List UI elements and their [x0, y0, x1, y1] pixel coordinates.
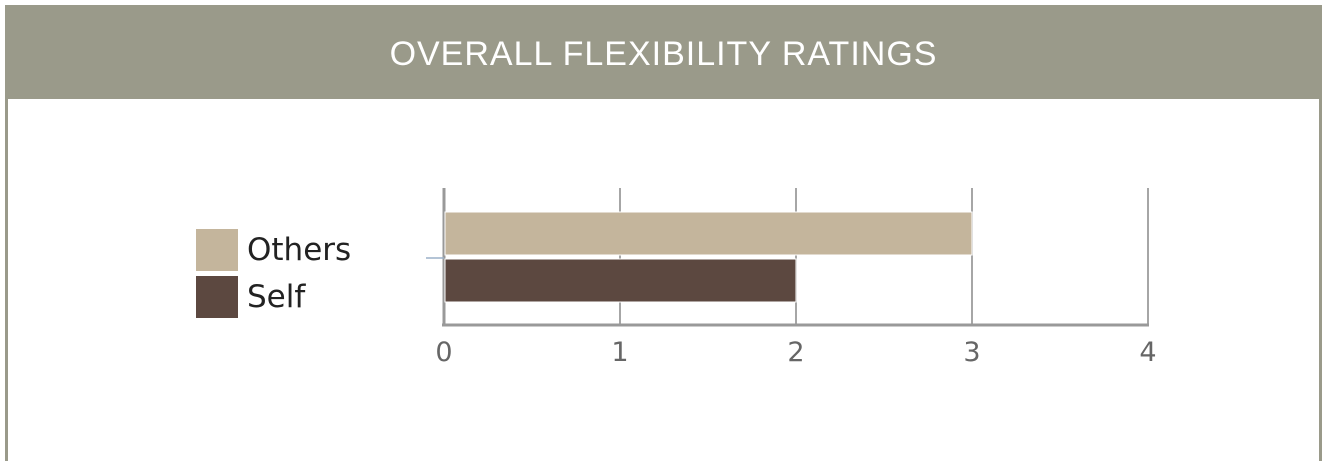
legend-swatch-self: [196, 276, 238, 318]
x-tick-label-1: 1: [611, 337, 628, 368]
legend-label-others: Others: [247, 232, 351, 268]
chart-title: OVERALL FLEXIBILITY RATINGS: [389, 34, 938, 73]
bar-self: [444, 258, 797, 303]
x-tick-label-0: 0: [435, 337, 452, 368]
legend-swatch-others: [196, 229, 238, 271]
legend-label-self: Self: [247, 279, 306, 315]
x-tick-label-4: 4: [1139, 337, 1156, 368]
bar-others: [444, 211, 973, 256]
x-tick-label-2: 2: [787, 337, 804, 368]
x-tick-label-3: 3: [963, 337, 980, 368]
chart-header: OVERALL FLEXIBILITY RATINGS: [8, 5, 1319, 99]
